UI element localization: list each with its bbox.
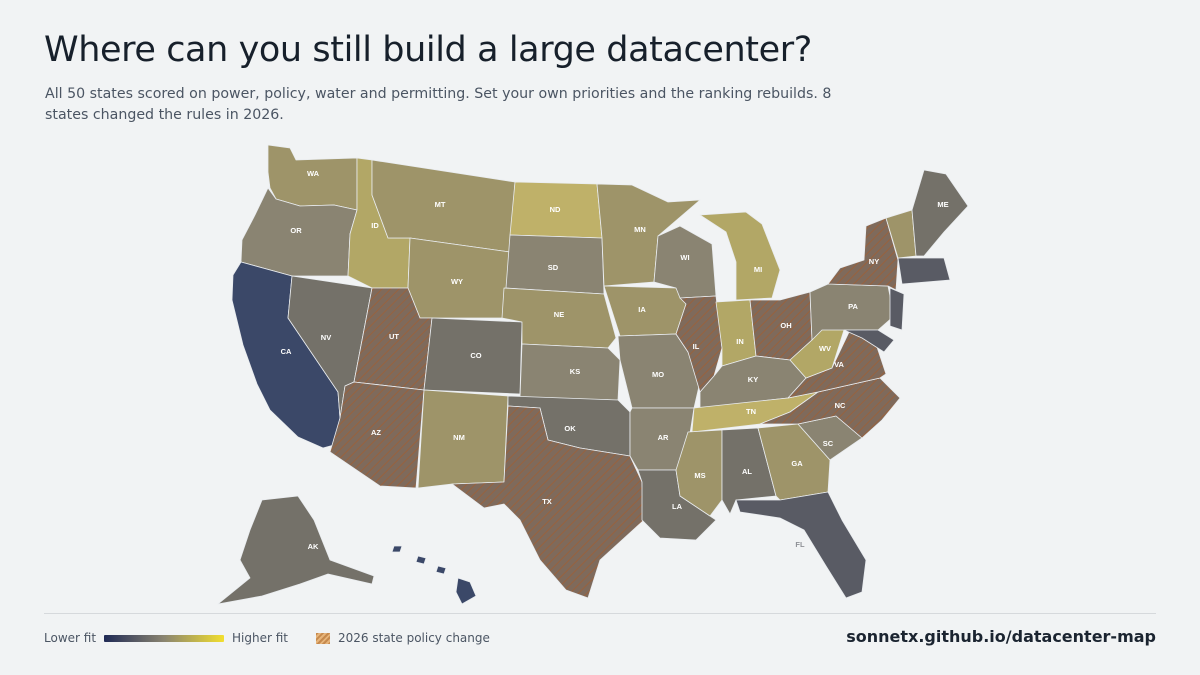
label-AZ: AZ <box>371 428 381 437</box>
state-ME[interactable] <box>911 169 969 257</box>
label-NM: NM <box>453 433 465 442</box>
page-title: Where can you still build a large datace… <box>44 30 812 70</box>
label-FL: FL <box>795 540 805 549</box>
label-NV: NV <box>321 333 331 342</box>
state-NJ[interactable] <box>889 287 905 331</box>
label-OK: OK <box>564 424 576 433</box>
label-MT: MT <box>435 200 446 209</box>
state-MD[interactable] <box>843 329 895 353</box>
page-subtitle: All 50 states scored on power, policy, w… <box>45 86 832 123</box>
label-KS: KS <box>570 367 580 376</box>
label-TN: TN <box>746 407 756 416</box>
label-KY: KY <box>748 375 758 384</box>
label-AR: AR <box>658 433 669 442</box>
legend: Lower fit Higher fit 2026 state policy c… <box>44 628 490 648</box>
state-VA[interactable] <box>787 329 887 399</box>
state-AK[interactable] <box>217 495 375 605</box>
label-AL: AL <box>742 467 752 476</box>
label-TX: TX <box>542 497 552 506</box>
label-WV: WV <box>819 344 831 353</box>
label-GA: GA <box>791 459 803 468</box>
state-HI-maui[interactable] <box>435 565 447 575</box>
state-HI-kauai[interactable] <box>391 545 403 553</box>
label-UT: UT <box>389 332 399 341</box>
label-CO: CO <box>470 351 481 360</box>
state-HI-big[interactable] <box>455 577 477 605</box>
label-IN: IN <box>736 337 744 346</box>
label-VA: VA <box>834 360 844 369</box>
label-LA: LA <box>672 502 683 511</box>
state-WI[interactable] <box>653 225 717 299</box>
label-NY: NY <box>869 257 879 266</box>
label-IA: IA <box>638 305 646 314</box>
label-WA: WA <box>307 169 320 178</box>
state-FL[interactable] <box>735 491 867 599</box>
state-KS[interactable] <box>519 343 621 401</box>
label-MO: MO <box>652 370 664 379</box>
label-NE: NE <box>554 310 564 319</box>
label-MS: MS <box>694 471 705 480</box>
label-CA: CA <box>281 347 292 356</box>
state-WY[interactable] <box>407 237 511 319</box>
state-IN[interactable] <box>715 299 757 367</box>
legend-low-label: Lower fit <box>44 631 97 645</box>
label-PA: PA <box>848 302 858 311</box>
label-OH: OH <box>780 321 791 330</box>
label-MN: MN <box>634 225 646 234</box>
state-NE-cluster[interactable] <box>897 257 951 285</box>
label-ID: ID <box>371 221 379 230</box>
state-MI[interactable] <box>699 211 781 301</box>
legend-gradient-bar <box>104 634 225 642</box>
label-ME: ME <box>937 200 948 209</box>
footer-divider <box>44 613 1156 614</box>
label-OR: OR <box>290 226 302 235</box>
label-ND: ND <box>550 205 561 214</box>
footer-url[interactable]: sonnetx.github.io/datacenter-map <box>846 627 1156 646</box>
label-MI: MI <box>754 265 762 274</box>
label-WI: WI <box>680 253 689 262</box>
legend-high-label: Higher fit <box>232 631 289 645</box>
state-labels: WA OR CA NV ID MT WY UT AZ CO NM ND SD N… <box>281 169 949 551</box>
state-HI-oahu[interactable] <box>415 555 427 565</box>
legend-hatch-swatch <box>316 632 331 644</box>
label-WY: WY <box>451 277 463 286</box>
label-SC: SC <box>823 439 834 448</box>
label-SD: SD <box>548 263 559 272</box>
label-AK: AK <box>308 542 319 551</box>
state-NY[interactable] <box>827 217 899 291</box>
label-IL: IL <box>693 342 700 351</box>
label-NC: NC <box>835 401 846 410</box>
state-TX[interactable] <box>451 405 645 599</box>
legend-policy-label: 2026 state policy change <box>338 631 490 645</box>
